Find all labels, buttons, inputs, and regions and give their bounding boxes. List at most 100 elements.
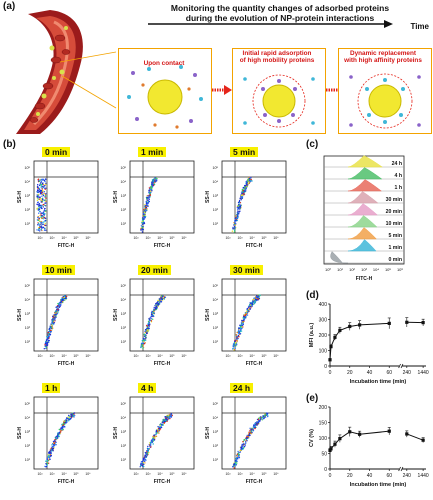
event-dot — [162, 421, 164, 423]
event-dot — [60, 299, 62, 301]
event-dot — [46, 339, 48, 342]
event-dot — [166, 416, 168, 418]
y-tick-label: 10⁴ — [24, 416, 30, 420]
event-dot — [151, 310, 153, 313]
timepoint-label: 24 h — [230, 383, 254, 393]
stage-1-box — [118, 48, 212, 134]
event-dot — [158, 428, 160, 431]
event-dot — [57, 308, 59, 311]
event-dot — [238, 455, 240, 457]
event-dot — [155, 302, 157, 305]
event-dot — [241, 192, 243, 194]
event-dot — [243, 447, 245, 449]
event-dot — [267, 412, 269, 414]
event-dot — [151, 179, 154, 181]
event-dot — [143, 218, 145, 220]
event-dot — [250, 428, 252, 431]
event-dot — [38, 210, 41, 212]
y-tick-label: 10³ — [25, 430, 31, 434]
event-dot — [238, 202, 241, 204]
event-dot — [231, 230, 234, 232]
event-dot — [142, 457, 145, 459]
event-dot — [48, 457, 51, 459]
event-dot — [45, 183, 47, 186]
x-axis-label: FITC-H — [154, 361, 171, 367]
flow-plot: 10⁵ 10⁴ 10³ 10² 10¹ 10² 10³ 10⁴ 10⁵ 10⁶ FITC-H SS-H — [205, 396, 287, 485]
event-dot — [40, 197, 42, 200]
event-dot — [142, 225, 144, 227]
event-dot — [36, 199, 39, 202]
event-dot — [248, 310, 250, 312]
data-point — [338, 328, 342, 332]
y-tick-label: 10² — [25, 444, 31, 448]
y-tick-label: 10⁵ — [213, 284, 219, 288]
event-dot — [55, 437, 57, 439]
event-dot — [48, 333, 50, 335]
event-dot — [51, 327, 54, 329]
event-dot — [153, 439, 156, 441]
event-dot — [45, 345, 47, 347]
event-dot — [140, 229, 142, 231]
event-dot — [253, 297, 255, 299]
y-tick-label: 10¹ — [121, 458, 127, 462]
event-dot — [37, 204, 39, 206]
event-dot — [37, 179, 39, 181]
timepoint-label: 1 min — [138, 147, 167, 157]
event-dot — [146, 324, 148, 327]
x-tick-label: 10² — [38, 472, 44, 476]
event-dot — [36, 189, 39, 192]
histogram-peak — [330, 251, 349, 264]
event-dot — [244, 190, 246, 192]
event-dot — [45, 463, 47, 465]
x-tick-label: 10⁴ — [249, 354, 255, 358]
y-tick-label: 10² — [121, 444, 127, 448]
event-dot — [247, 178, 250, 180]
event-dot — [37, 216, 39, 219]
event-dot — [39, 189, 41, 191]
event-dot — [252, 428, 254, 430]
event-dot — [259, 419, 261, 421]
event-dot — [249, 303, 251, 305]
event-dot — [267, 415, 269, 418]
event-dot — [147, 325, 150, 327]
x-tick-label: 10⁶ — [181, 472, 187, 476]
y-tick-label: 10⁴ — [212, 180, 218, 184]
y-tick-label: 10² — [25, 326, 31, 330]
y-tick-label: 400 — [319, 302, 328, 308]
event-dot — [145, 456, 147, 458]
event-dot — [234, 218, 237, 220]
event-dot — [43, 179, 46, 182]
event-dot — [72, 415, 74, 418]
event-dot — [43, 348, 45, 350]
y-tick-label: 10⁴ — [120, 298, 126, 302]
event-dot — [144, 334, 147, 336]
event-dot — [45, 460, 47, 462]
event-dot — [37, 209, 40, 211]
event-dot — [150, 446, 152, 448]
event-dot — [151, 190, 153, 192]
event-dot — [54, 440, 56, 442]
event-dot — [69, 418, 71, 421]
event-dot — [57, 312, 59, 314]
event-dot — [250, 306, 253, 308]
event-dot — [41, 188, 43, 190]
event-dot — [142, 462, 145, 464]
event-dot — [143, 208, 146, 210]
flow-plot: 10⁵ 10⁴ 10³ 10² 10¹ 10² 10³ 10⁴ 10⁵ 10⁶ FITC-H SS-H — [205, 160, 287, 249]
event-dot — [247, 183, 250, 185]
event-dot — [238, 327, 240, 329]
event-dot — [154, 304, 156, 307]
event-dot — [39, 191, 41, 193]
x-tick-label: 10⁵ — [169, 354, 175, 358]
header-title: Monitoring the quantity changes of adsor… — [170, 3, 390, 23]
event-dot — [237, 215, 239, 217]
event-dot — [40, 225, 43, 227]
data-point — [421, 321, 425, 325]
event-dot — [235, 223, 237, 225]
panel-e-label: (e) — [306, 393, 319, 404]
event-dot — [49, 329, 52, 332]
event-dot — [74, 414, 76, 417]
event-dot — [236, 219, 238, 222]
x-axis-label: Incubation time (min) — [350, 482, 407, 488]
event-dot — [46, 457, 48, 459]
